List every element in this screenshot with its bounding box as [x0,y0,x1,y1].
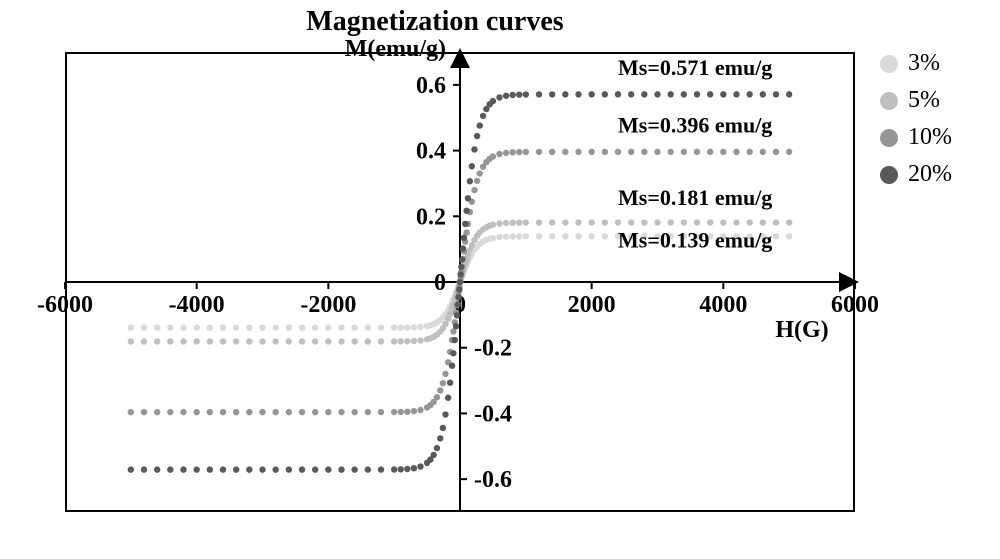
legend-item: 20% [880,161,952,188]
x-tick-label: 4000 [699,292,747,318]
series-annotation: Ms=0.396 emu/g [618,113,772,138]
legend-swatch [880,129,898,147]
y-tick-label: -0.2 [474,336,512,362]
legend-swatch [880,92,898,110]
legend-item: 10% [880,124,952,151]
series-annotation: Ms=0.139 emu/g [618,228,772,253]
y-tick-label: 0.4 [416,139,446,165]
y-tick-label: 0.6 [416,73,446,99]
legend-label: 5% [908,87,940,114]
y-tick-label: 0.2 [416,204,446,230]
legend-label: 3% [908,50,940,77]
y-tick-label: 0 [434,270,446,296]
legend-swatch [880,55,898,73]
series-annotation: Ms=0.181 emu/g [618,185,772,210]
y-tick-label: -0.6 [474,467,512,493]
legend-item: 5% [880,87,952,114]
legend-label: 10% [908,124,952,151]
x-tick-label: -6000 [37,292,93,318]
legend: 3% 5% 10% 20% [880,50,952,198]
y-tick-label: -0.4 [474,401,512,427]
chart-container: { "title": "Magnetization curves", "char… [0,0,1000,559]
legend-label: 20% [908,161,952,188]
x-axis-title: H(G) [775,317,828,343]
x-tick-label: -4000 [169,292,225,318]
legend-item: 3% [880,50,952,77]
x-tick-label: 2000 [568,292,616,318]
x-tick-label: -2000 [300,292,356,318]
series-annotation: Ms=0.571 emu/g [618,55,772,80]
x-tick-label: 6000 [831,292,879,318]
legend-swatch [880,166,898,184]
y-axis-title: M(emu/g) [345,36,446,62]
chart-svg: -6000-4000-2000020004000600000.20.40.6-0… [65,52,855,512]
chart-title: Magnetization curves [0,6,870,38]
